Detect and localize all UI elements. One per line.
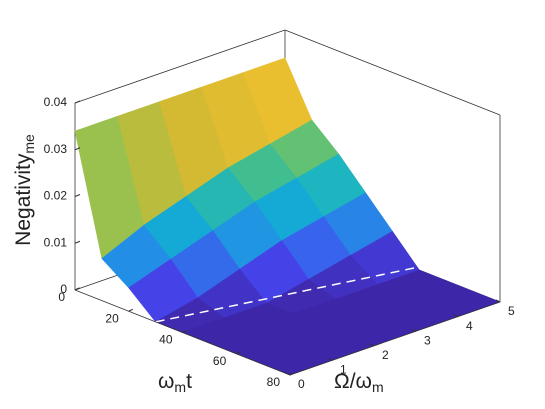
y-tick: [369, 343, 375, 347]
z-tick-label: 0.02: [44, 189, 68, 203]
box-edge: [74, 29, 286, 104]
y-tick: [453, 314, 459, 318]
z-tick: [74, 100, 81, 104]
x-label-main: ω: [158, 370, 174, 393]
y-label-main: Ω/ω: [334, 370, 372, 393]
x-label-tail: t: [186, 370, 192, 393]
x-tick: [128, 308, 133, 312]
x-axis-label: ωmt: [158, 370, 192, 395]
x-tick: [182, 330, 187, 333]
surface: [74, 29, 501, 376]
y-tick-label: 1: [340, 363, 347, 377]
x-tick-label: 40: [159, 333, 173, 347]
z-tick-label: 0.04: [44, 95, 68, 109]
y-tick-label: 0: [298, 377, 305, 391]
z-tick: [74, 147, 81, 151]
z-tick: [74, 194, 81, 197]
x-label-sub: m: [174, 379, 186, 395]
x-tick-label: 0: [58, 290, 65, 304]
z-tick-label: 0: [60, 282, 67, 296]
y-label-sub: m: [372, 379, 384, 395]
y-tick-label: 2: [382, 348, 389, 362]
y-axis-label: Ω/ωm: [334, 370, 384, 395]
x-tick-label: 20: [105, 311, 119, 325]
y-tick: [411, 328, 417, 332]
box-edge: [284, 29, 501, 116]
z-tick-label: 0.03: [44, 142, 68, 156]
x-tick: [236, 351, 241, 355]
x-tick: [74, 287, 80, 291]
y-tick: [495, 299, 501, 303]
axis-line: [289, 301, 501, 376]
x-tick: [289, 372, 295, 376]
x-tick-label: 60: [213, 354, 227, 368]
y-tick: [285, 372, 291, 376]
z-label-sub: me: [21, 134, 37, 154]
z-axis-label: Negativityme: [12, 134, 37, 246]
y-tick-label: 4: [466, 319, 473, 333]
y-tick: [327, 357, 333, 361]
z-label-main: Negativity: [12, 153, 35, 246]
x-tick-label: 80: [267, 375, 281, 389]
y-tick-label: 3: [424, 333, 431, 347]
z-tick: [74, 240, 81, 244]
z-tick-label: 0.01: [44, 235, 68, 249]
y-tick-label: 5: [508, 304, 515, 318]
